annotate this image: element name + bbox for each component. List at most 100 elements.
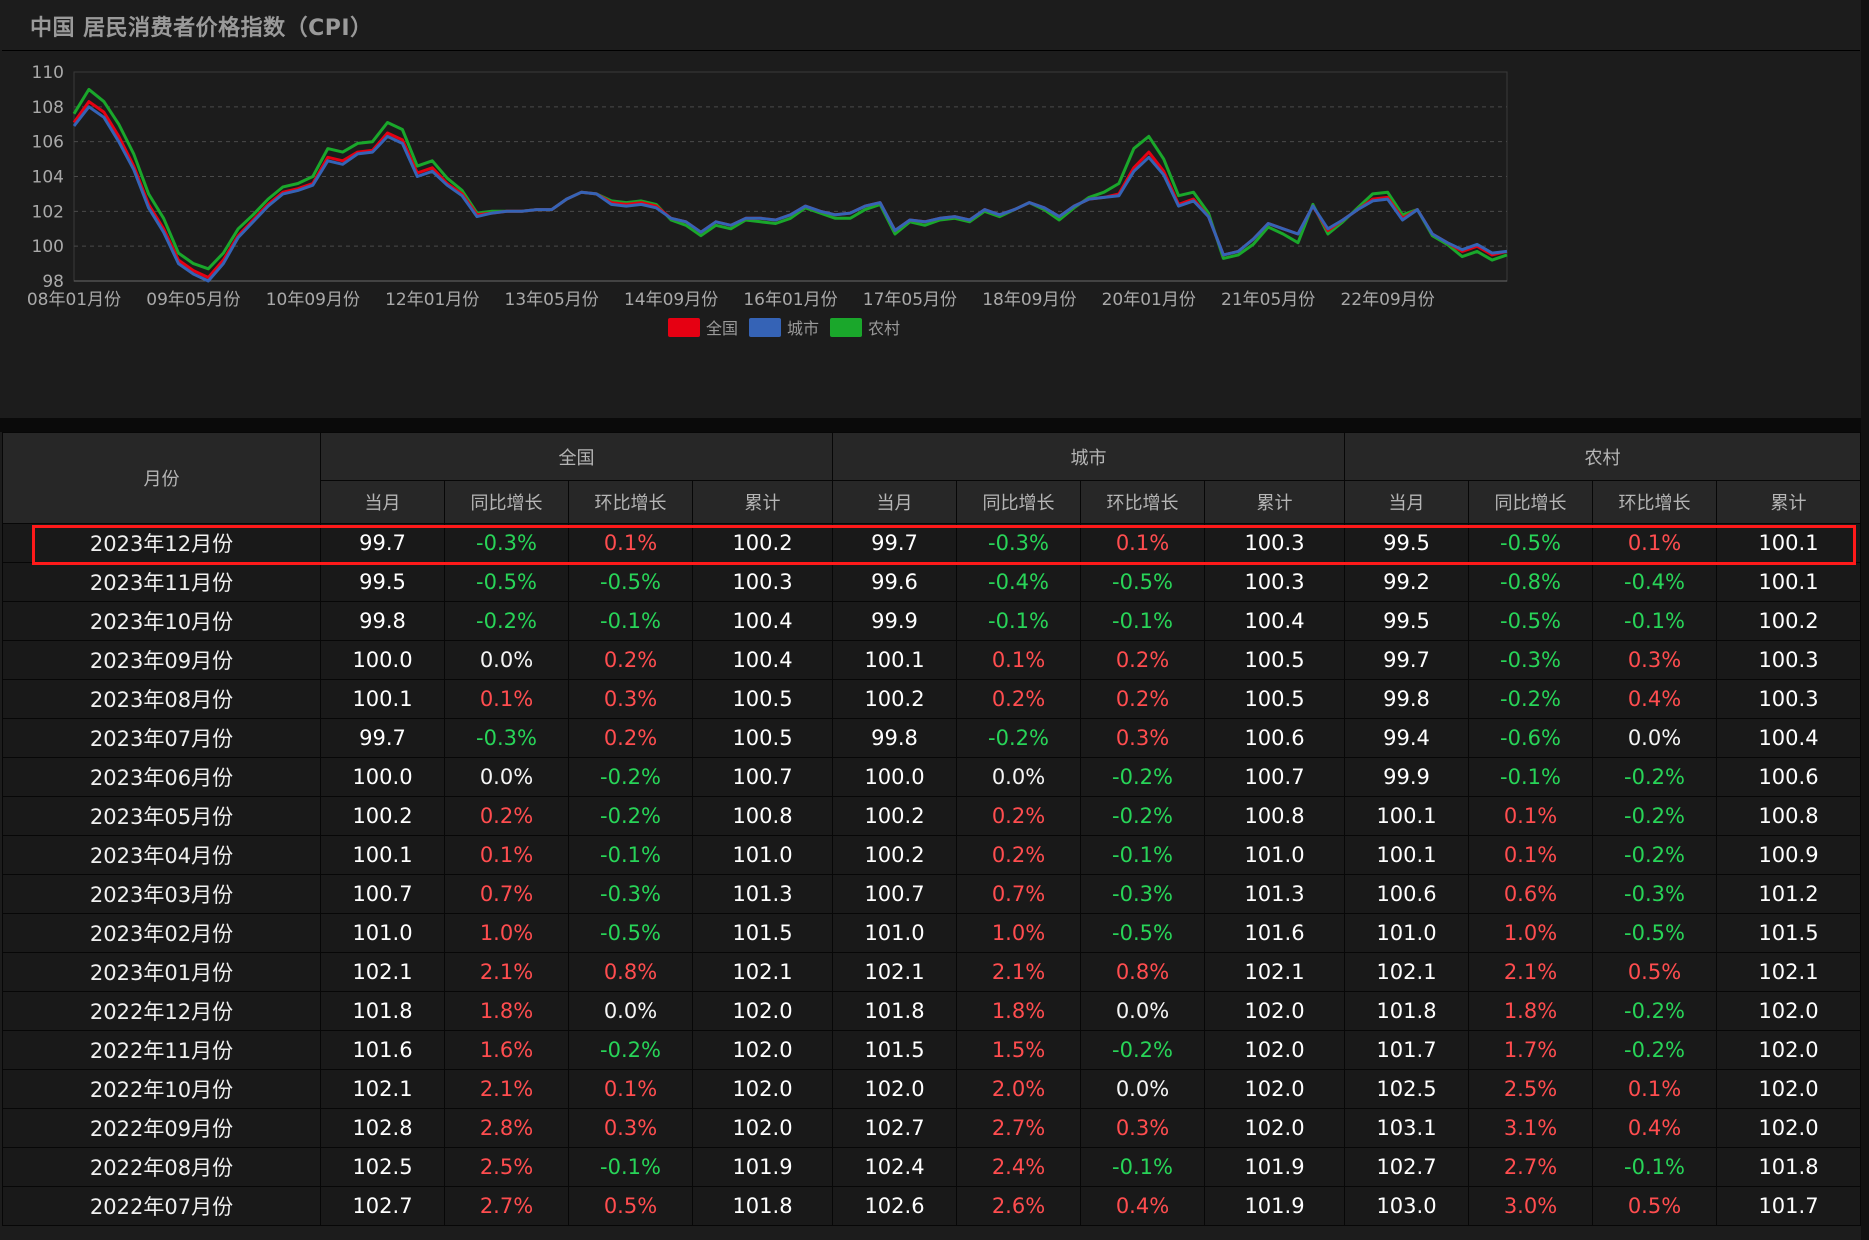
- value-cell: 102.0: [692, 1069, 833, 1109]
- value-cell: 3.1%: [1468, 1108, 1593, 1148]
- value-cell: 0.0%: [568, 991, 693, 1031]
- value-cell: 101.9: [1204, 1147, 1345, 1187]
- value-cell: 100.1: [320, 679, 445, 719]
- value-cell: -0.2%: [444, 601, 569, 641]
- table-row[interactable]: 2022年09月份 102.8 2.8% 0.3% 102.0 102.7 2.7% 0.3%…: [2, 1108, 1861, 1148]
- value-cell: 0.7%: [444, 874, 569, 914]
- value-cell: 0.5%: [1592, 952, 1717, 992]
- series-line-0: [72, 100, 1508, 279]
- month-cell: 2023年12月份: [2, 523, 321, 563]
- month-cell: 2023年10月份: [2, 601, 321, 641]
- value-cell: 0.1%: [1592, 523, 1717, 563]
- value-cell: 100.4: [692, 601, 833, 641]
- value-cell: -0.1%: [956, 601, 1081, 641]
- value-cell: 100.6: [1204, 718, 1345, 758]
- table-row[interactable]: 2023年11月份 99.5 -0.5% -0.5% 100.3 99.6 -0.4% -0.…: [2, 562, 1861, 602]
- x-tick-label: 12年01月份: [385, 290, 479, 310]
- value-cell: 101.3: [1204, 874, 1345, 914]
- month-column-header[interactable]: 月份: [2, 432, 321, 524]
- value-cell: 3.0%: [1468, 1186, 1593, 1226]
- value-cell: 2.4%: [956, 1147, 1081, 1187]
- value-cell: 99.8: [1344, 679, 1469, 719]
- column-header[interactable]: 累计: [1204, 480, 1345, 524]
- column-header[interactable]: 当月: [320, 480, 445, 524]
- y-tick-label: 104: [32, 168, 64, 188]
- value-cell: 102.1: [1204, 952, 1345, 992]
- table-row[interactable]: 2023年04月份 100.1 0.1% -0.1% 101.0 100.2 0.2% -0.…: [2, 835, 1861, 875]
- month-cell: 2023年09月份: [2, 640, 321, 680]
- value-cell: 101.0: [1204, 835, 1345, 875]
- value-cell: 102.5: [320, 1147, 445, 1187]
- table-row[interactable]: 2022年11月份 101.6 1.6% -0.2% 102.0 101.5 1.5% -0.…: [2, 1030, 1861, 1070]
- table-row[interactable]: 2022年10月份 102.1 2.1% 0.1% 102.0 102.0 2.0% 0.0%…: [2, 1069, 1861, 1109]
- value-cell: 101.9: [692, 1147, 833, 1187]
- value-cell: -0.2%: [1592, 757, 1717, 797]
- column-header[interactable]: 累计: [692, 480, 833, 524]
- value-cell: 0.3%: [568, 1108, 693, 1148]
- column-header[interactable]: 环比增长: [568, 480, 693, 524]
- table-row[interactable]: 2023年01月份 102.1 2.1% 0.8% 102.1 102.1 2.1% 0.8%…: [2, 952, 1861, 992]
- table-row[interactable]: 2023年09月份 100.0 0.0% 0.2% 100.4 100.1 0.1% 0.2%…: [2, 640, 1861, 680]
- x-tick-label: 22年09月份: [1340, 290, 1434, 310]
- value-cell: 102.1: [1344, 952, 1469, 992]
- table-row[interactable]: 2023年08月份 100.1 0.1% 0.3% 100.5 100.2 0.2% 0.2%…: [2, 679, 1861, 719]
- value-cell: 101.8: [320, 991, 445, 1031]
- value-cell: 0.2%: [568, 718, 693, 758]
- y-tick-label: 98: [42, 272, 64, 292]
- table-row[interactable]: 2022年12月份 101.8 1.8% 0.0% 102.0 101.8 1.8% 0.0%…: [2, 991, 1861, 1031]
- value-cell: 102.5: [1344, 1069, 1469, 1109]
- table-row[interactable]: 2022年07月份 102.7 2.7% 0.5% 101.8 102.6 2.6% 0.4%…: [2, 1186, 1861, 1226]
- value-cell: -0.2%: [568, 757, 693, 797]
- value-cell: -0.5%: [1080, 562, 1205, 602]
- value-cell: 102.0: [1204, 991, 1345, 1031]
- value-cell: 100.0: [832, 757, 957, 797]
- table-row[interactable]: 2022年08月份 102.5 2.5% -0.1% 101.9 102.4 2.4% -0.…: [2, 1147, 1861, 1187]
- value-cell: 0.4%: [1592, 1108, 1717, 1148]
- x-tick-label: 21年05月份: [1221, 290, 1315, 310]
- table-row[interactable]: 2023年06月份 100.0 0.0% -0.2% 100.7 100.0 0.0% -0.…: [2, 757, 1861, 797]
- column-header[interactable]: 同比增长: [444, 480, 569, 524]
- table-row[interactable]: 2023年12月份 99.7 -0.3% 0.1% 100.2 99.7 -0.3% 0.1%…: [2, 523, 1861, 563]
- value-cell: 102.7: [320, 1186, 445, 1226]
- value-cell: 100.2: [320, 796, 445, 836]
- value-cell: 102.0: [1204, 1069, 1345, 1109]
- value-cell: 0.0%: [1592, 718, 1717, 758]
- table-row[interactable]: 2023年03月份 100.7 0.7% -0.3% 101.3 100.7 0.7% -0.…: [2, 874, 1861, 914]
- column-header[interactable]: 累计: [1716, 480, 1861, 524]
- month-cell: 2022年09月份: [2, 1108, 321, 1148]
- month-cell: 2022年12月份: [2, 991, 321, 1031]
- value-cell: 102.0: [692, 1030, 833, 1070]
- table-row[interactable]: 2023年02月份 101.0 1.0% -0.5% 101.5 101.0 1.0% -0.…: [2, 913, 1861, 953]
- value-cell: 2.1%: [444, 952, 569, 992]
- column-header[interactable]: 当月: [1344, 480, 1469, 524]
- table-row[interactable]: 2023年10月份 99.8 -0.2% -0.1% 100.4 99.9 -0.1% -0.…: [2, 601, 1861, 641]
- value-cell: 0.3%: [1592, 640, 1717, 680]
- column-header[interactable]: 同比增长: [1468, 480, 1593, 524]
- value-cell: -0.5%: [568, 913, 693, 953]
- value-cell: -0.1%: [1080, 835, 1205, 875]
- column-header[interactable]: 同比增长: [956, 480, 1081, 524]
- column-header[interactable]: 环比增长: [1080, 480, 1205, 524]
- value-cell: 101.0: [832, 913, 957, 953]
- value-cell: -0.5%: [1468, 601, 1593, 641]
- value-cell: 101.2: [1716, 874, 1861, 914]
- value-cell: 99.6: [832, 562, 957, 602]
- table-row[interactable]: 2023年05月份 100.2 0.2% -0.2% 100.8 100.2 0.2% -0.…: [2, 796, 1861, 836]
- value-cell: -0.4%: [956, 562, 1081, 602]
- value-cell: 0.0%: [444, 757, 569, 797]
- value-cell: -0.5%: [568, 562, 693, 602]
- value-cell: 100.4: [1204, 601, 1345, 641]
- value-cell: 101.9: [1204, 1186, 1345, 1226]
- value-cell: 102.0: [1204, 1108, 1345, 1148]
- value-cell: 1.0%: [1468, 913, 1593, 953]
- column-header[interactable]: 环比增长: [1592, 480, 1717, 524]
- table-row[interactable]: 2023年07月份 99.7 -0.3% 0.2% 100.5 99.8 -0.2% 0.3%…: [2, 718, 1861, 758]
- group-header: 全国: [320, 432, 833, 481]
- value-cell: 0.1%: [568, 523, 693, 563]
- month-cell: 2023年01月份: [2, 952, 321, 992]
- value-cell: -0.2%: [1080, 796, 1205, 836]
- value-cell: 100.7: [832, 874, 957, 914]
- value-cell: -0.2%: [1592, 991, 1717, 1031]
- value-cell: 99.9: [832, 601, 957, 641]
- column-header[interactable]: 当月: [832, 480, 957, 524]
